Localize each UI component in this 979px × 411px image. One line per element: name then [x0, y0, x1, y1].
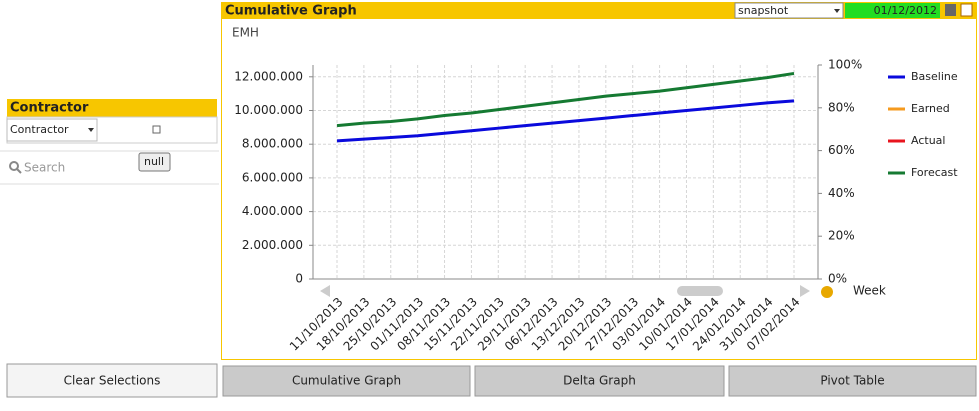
dropdown-value: snapshot — [738, 4, 789, 17]
button-label: Clear Selections — [64, 374, 161, 388]
search-icon — [9, 161, 19, 171]
field-name: Contractor — [10, 123, 69, 136]
button-label: Pivot Table — [820, 374, 884, 388]
button[interactable] — [222, 365, 471, 397]
cycle-icon[interactable] — [821, 286, 833, 298]
tooltip — [138, 152, 171, 172]
y2-tick-label: 80% — [828, 100, 855, 114]
y-tick-label: 10.000.000 — [234, 103, 303, 117]
export-icon[interactable] — [960, 3, 973, 17]
listbox-header — [7, 99, 217, 117]
search-icon — [16, 168, 22, 174]
listbox-title: Contractor — [10, 101, 89, 116]
y-tick-label: 4.000.000 — [242, 204, 303, 218]
y-tick-label: 2.000.000 — [242, 238, 303, 252]
y-tick-label: 8.000.000 — [242, 137, 303, 151]
x-axis-label: Week — [853, 284, 886, 298]
panel-title: Cumulative Graph — [225, 4, 357, 19]
y-tick-label: 6.000.000 — [242, 170, 303, 184]
checkbox[interactable] — [152, 125, 161, 134]
y-axis-label: EMH — [232, 26, 259, 40]
y2-tick-label: 60% — [828, 143, 855, 157]
field-dropdown[interactable] — [6, 118, 98, 142]
y-tick-label: 0 — [295, 272, 303, 286]
chart-panel — [221, 2, 977, 360]
button-label: Delta Graph — [563, 374, 636, 388]
legend-label: Earned — [911, 102, 950, 115]
legend-label: Forecast — [911, 166, 958, 179]
button[interactable] — [728, 365, 977, 397]
date-value: 01/12/2012 — [874, 4, 937, 17]
series-line — [336, 71, 795, 128]
scroll-thumb[interactable] — [677, 286, 723, 296]
y2-tick-label: 0% — [828, 272, 847, 286]
scroll-right[interactable] — [800, 285, 810, 297]
snapshot-dropdown[interactable] — [734, 2, 844, 19]
button[interactable] — [474, 365, 725, 397]
button-label: Cumulative Graph — [292, 374, 401, 388]
button[interactable] — [6, 363, 218, 398]
legend-label: Baseline — [911, 70, 958, 83]
search-box[interactable]: Search — [24, 161, 65, 175]
y2-tick-label: 40% — [828, 186, 855, 200]
tooltip-text: null — [144, 155, 164, 168]
dropdown-arrow — [834, 9, 840, 13]
scroll-left[interactable] — [320, 285, 330, 297]
y2-tick-label: 20% — [828, 229, 855, 243]
series-line — [336, 99, 795, 143]
print-icon[interactable] — [945, 4, 956, 16]
y2-tick-label: 100% — [828, 58, 862, 72]
dropdown-arrow — [88, 128, 94, 132]
date-field — [845, 3, 940, 18]
y-tick-label: 12.000.000 — [234, 69, 303, 83]
legend-label: Actual — [911, 134, 945, 147]
